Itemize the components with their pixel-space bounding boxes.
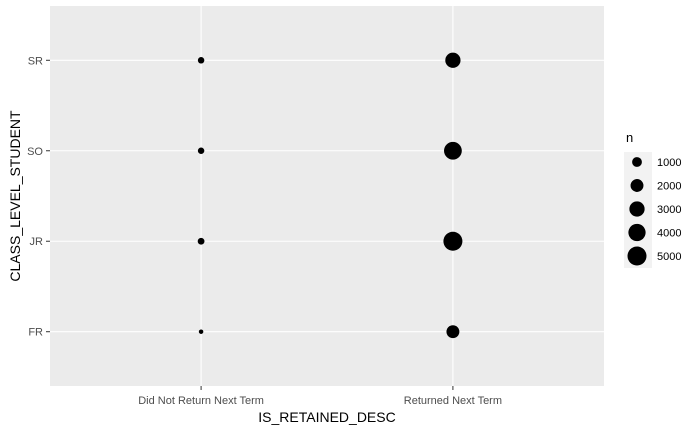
y-tick-label: JR xyxy=(30,236,44,248)
data-point xyxy=(443,231,463,251)
data-point xyxy=(445,52,461,68)
legend-label: 1000 xyxy=(657,157,681,169)
legend-title: n xyxy=(626,130,633,145)
legend-key-point xyxy=(629,201,645,217)
data-point xyxy=(197,57,205,64)
data-point xyxy=(446,325,460,339)
data-point xyxy=(444,141,462,160)
legend-label: 4000 xyxy=(657,228,681,240)
x-tick-label: Returned Next Term xyxy=(404,395,502,407)
size-legend: n 1000 2000 3000 4000 5000 xyxy=(624,130,681,268)
legend-label: 5000 xyxy=(657,251,681,263)
data-point xyxy=(197,147,205,154)
y-axis-title: CLASS_LEVEL_STUDENT xyxy=(7,110,23,282)
data-point xyxy=(198,329,204,334)
y-tick-label: SO xyxy=(27,146,43,158)
legend-label: 3000 xyxy=(657,204,681,216)
legend-key-point xyxy=(630,179,644,192)
plot-panel xyxy=(50,6,604,386)
x-axis-title: IS_RETAINED_DESC xyxy=(258,409,395,425)
data-point xyxy=(197,237,205,245)
legend-key-point xyxy=(628,223,646,242)
legend-label: 2000 xyxy=(657,181,681,193)
axes: Did Not Return Next Term Returned Next Te… xyxy=(27,55,502,407)
data-points xyxy=(197,52,463,339)
x-tick-label: Did Not Return Next Term xyxy=(138,395,264,407)
y-tick-label: SR xyxy=(28,55,43,67)
legend-key-point xyxy=(627,246,647,266)
legend-key-point xyxy=(632,157,642,167)
grid-lines xyxy=(50,6,604,386)
y-tick-label: FR xyxy=(28,327,43,339)
